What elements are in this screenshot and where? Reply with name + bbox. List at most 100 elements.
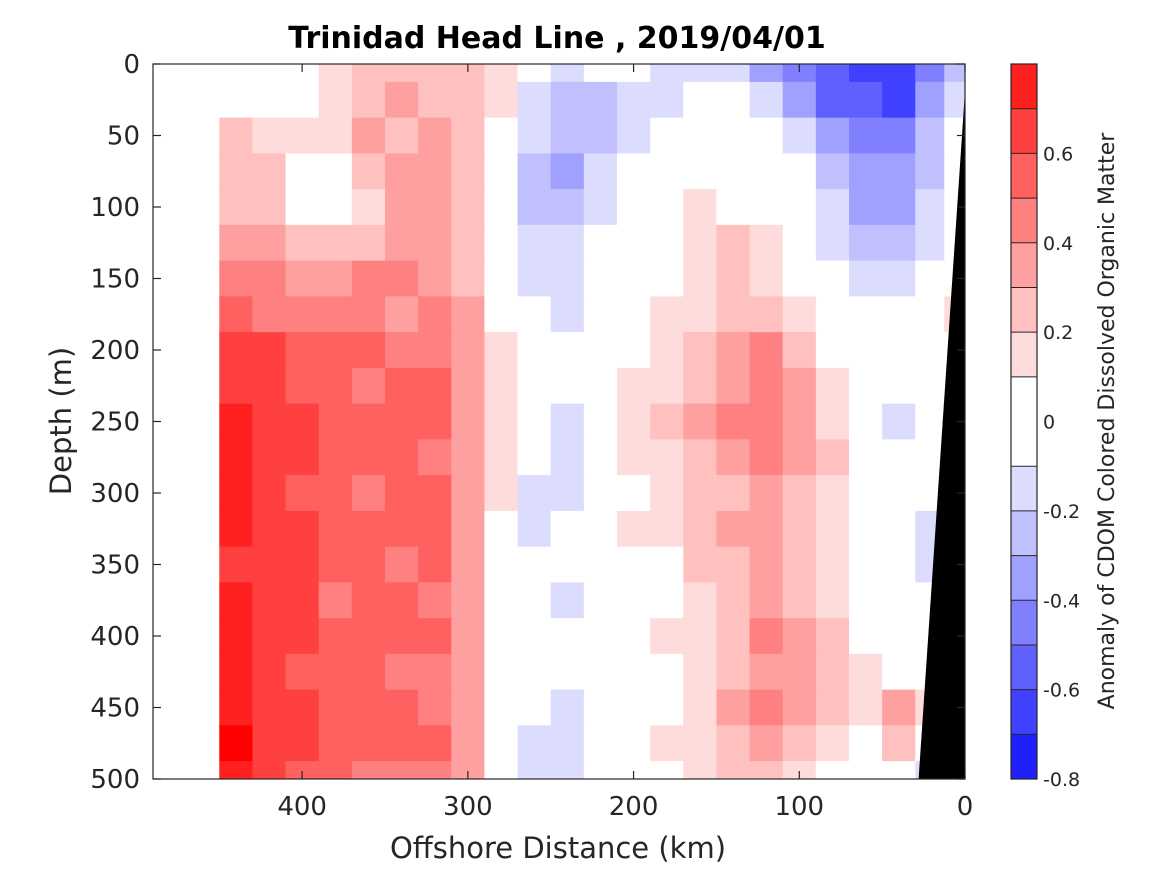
anomaly-cell: [617, 189, 651, 226]
anomaly-cell: [915, 81, 945, 119]
anomaly-cell: [219, 260, 254, 297]
anomaly-cell: [617, 546, 651, 583]
anomaly-cell: [252, 260, 287, 297]
anomaly-cell: [385, 296, 419, 333]
anomaly-cell: [484, 510, 519, 548]
anomaly-cell: [517, 546, 552, 583]
anomaly-cell: [716, 332, 751, 369]
y-tick-label: 350: [90, 551, 140, 581]
anomaly-cell: [285, 189, 320, 226]
anomaly-cell: [550, 475, 585, 512]
anomaly-cell: [815, 439, 850, 476]
anomaly-cell: [418, 439, 452, 476]
anomaly-cell: [484, 582, 519, 619]
anomaly-cell: [882, 761, 916, 779]
anomaly-cell: [517, 224, 552, 262]
anomaly-cell: [550, 117, 585, 154]
anomaly-cell: [650, 64, 684, 83]
anomaly-cell: [617, 117, 651, 154]
anomaly-cell: [451, 367, 486, 405]
anomaly-cell: [683, 224, 718, 262]
anomaly-cell: [782, 582, 817, 619]
anomaly-cell: [385, 725, 419, 762]
anomaly-cell: [583, 546, 618, 583]
anomaly-cell: [550, 689, 585, 726]
anomaly-cell: [749, 403, 784, 440]
anomaly-cell: [716, 653, 751, 691]
anomaly-cell: [782, 475, 817, 512]
anomaly-cell: [351, 689, 386, 726]
anomaly-cell: [782, 618, 817, 655]
anomaly-cell: [451, 403, 486, 440]
anomaly-cell: [517, 439, 552, 476]
anomaly-cell: [351, 332, 386, 369]
anomaly-cell: [617, 510, 651, 548]
y-tick-label: 50: [107, 122, 140, 152]
anomaly-cell: [517, 761, 552, 779]
anomaly-cell: [550, 153, 585, 190]
anomaly-cell: [915, 189, 945, 226]
anomaly-cell: [944, 117, 965, 154]
anomaly-cell: [484, 64, 519, 83]
anomaly-cell: [318, 81, 353, 119]
anomaly-cell: [683, 64, 718, 83]
anomaly-cell: [749, 224, 784, 262]
anomaly-cell: [418, 117, 452, 154]
colorbar-label: Anomaly of CDOM Colored Dissolved Organi…: [1095, 132, 1120, 710]
anomaly-cell: [617, 761, 651, 779]
anomaly-cell: [451, 510, 486, 548]
anomaly-cell: [318, 403, 353, 440]
anomaly-cell: [285, 367, 320, 405]
anomaly-cell: [782, 64, 817, 83]
anomaly-cell: [749, 582, 784, 619]
anomaly-cell: [318, 510, 353, 548]
anomaly-cell: [385, 653, 419, 691]
anomaly-cell: [252, 367, 287, 405]
colorbar-tick-label: -0.8: [1043, 769, 1080, 791]
anomaly-cell: [285, 332, 320, 369]
anomaly-cell: [285, 81, 320, 119]
anomaly-cell: [451, 439, 486, 476]
anomaly-cell: [882, 546, 916, 583]
anomaly-cell: [650, 725, 684, 762]
anomaly-cell: [815, 117, 850, 154]
anomaly-cell: [451, 189, 486, 226]
anomaly-cell: [716, 689, 751, 726]
anomaly-cell: [782, 546, 817, 583]
anomaly-cell: [650, 475, 684, 512]
anomaly-cell: [484, 153, 519, 190]
anomaly-cell: [583, 582, 618, 619]
anomaly-cell: [318, 475, 353, 512]
anomaly-cell: [285, 153, 320, 190]
anomaly-cell: [650, 510, 684, 548]
anomaly-cell: [318, 224, 353, 262]
y-tick-label: 100: [90, 193, 140, 223]
anomaly-cell: [252, 653, 287, 691]
anomaly-cell: [517, 653, 552, 691]
anomaly-cell: [617, 725, 651, 762]
anomaly-cell: [517, 725, 552, 762]
anomaly-cell: [882, 689, 916, 726]
anomaly-cell: [219, 189, 254, 226]
anomaly-cell: [749, 546, 784, 583]
anomaly-cell: [617, 439, 651, 476]
anomaly-cell: [815, 332, 850, 369]
anomaly-cell: [583, 367, 618, 405]
anomaly-cell: [351, 403, 386, 440]
anomaly-cell: [351, 510, 386, 548]
anomaly-cell: [849, 439, 883, 476]
anomaly-cell: [318, 689, 353, 726]
anomaly-cell: [219, 475, 254, 512]
anomaly-cell: [418, 189, 452, 226]
anomaly-cell: [285, 582, 320, 619]
anomaly-cell: [650, 761, 684, 779]
anomaly-cell: [782, 725, 817, 762]
anomaly-cell: [517, 153, 552, 190]
anomaly-cell: [782, 761, 817, 779]
anomaly-cell: [583, 618, 618, 655]
anomaly-cell: [617, 403, 651, 440]
anomaly-cell: [351, 81, 386, 119]
anomaly-cell: [418, 403, 452, 440]
anomaly-cell: [252, 81, 287, 119]
anomaly-cell: [484, 761, 519, 779]
